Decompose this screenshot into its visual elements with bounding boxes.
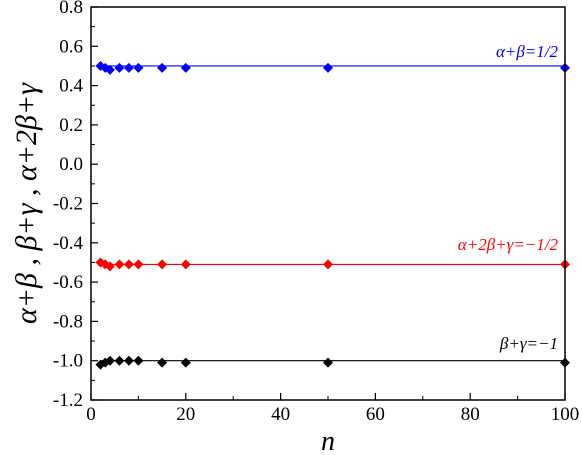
data-point: [114, 259, 125, 270]
data-point: [323, 357, 333, 368]
data-point: [133, 62, 144, 73]
data-point: [123, 355, 134, 366]
series-annotation: α+β=1/2: [496, 42, 559, 61]
plot-area: [95, 60, 570, 370]
y-tick-label: -1.2: [53, 390, 83, 411]
x-tick-label: 20: [176, 404, 195, 425]
y-tick-label: 0.6: [59, 36, 83, 57]
data-point: [157, 357, 168, 368]
data-point: [157, 62, 168, 73]
y-tick-label: -0.8: [53, 311, 83, 332]
data-point: [157, 259, 168, 270]
data-point: [180, 259, 191, 270]
series-1: [95, 257, 570, 272]
data-point: [123, 259, 134, 270]
data-point: [180, 62, 191, 73]
x-tick-label: 60: [366, 404, 385, 425]
axis-tick-labels: 0 20 40 60 80 100 0.8 0.6 0.4 0.2 0.0 -0.2 -0.4 -0.6 -…: [53, 0, 579, 425]
x-axis-title: n: [321, 426, 335, 455]
data-point: [114, 355, 125, 366]
y-tick-label: 0.8: [59, 0, 83, 18]
x-tick-label: 40: [271, 404, 290, 425]
data-point: [104, 64, 115, 75]
series-0: [95, 60, 570, 75]
x-tick-label: 0: [86, 404, 96, 425]
series-annotations: α+β=1/2 α+2β+γ=−1/2 β+γ=−1: [458, 42, 559, 353]
axis-ticks: [90, 6, 566, 401]
y-tick-label: -1.0: [53, 351, 83, 372]
y-tick-label: 0.4: [59, 76, 83, 97]
series-2: [95, 355, 570, 370]
data-point: [104, 261, 115, 272]
data-point: [133, 355, 144, 366]
data-point: [323, 62, 333, 73]
data-point: [323, 259, 333, 270]
y-tick-label: -0.2: [53, 194, 83, 215]
data-point: [133, 259, 144, 270]
y-axis-title: α+β , β+γ , α+2β+γ: [10, 82, 43, 324]
x-tick-label: 80: [461, 404, 480, 425]
series-annotation: α+2β+γ=−1/2: [458, 235, 559, 254]
y-tick-label: 0.2: [59, 115, 83, 136]
data-point: [123, 62, 134, 73]
y-tick-label: -0.6: [53, 272, 83, 293]
series-annotation: β+γ=−1: [499, 334, 558, 353]
y-tick-label: -0.4: [53, 233, 84, 254]
data-point: [114, 62, 125, 73]
y-tick-label: 0.0: [59, 154, 83, 175]
data-point: [180, 357, 191, 368]
x-tick-label: 100: [551, 404, 580, 425]
data-point: [104, 355, 115, 366]
